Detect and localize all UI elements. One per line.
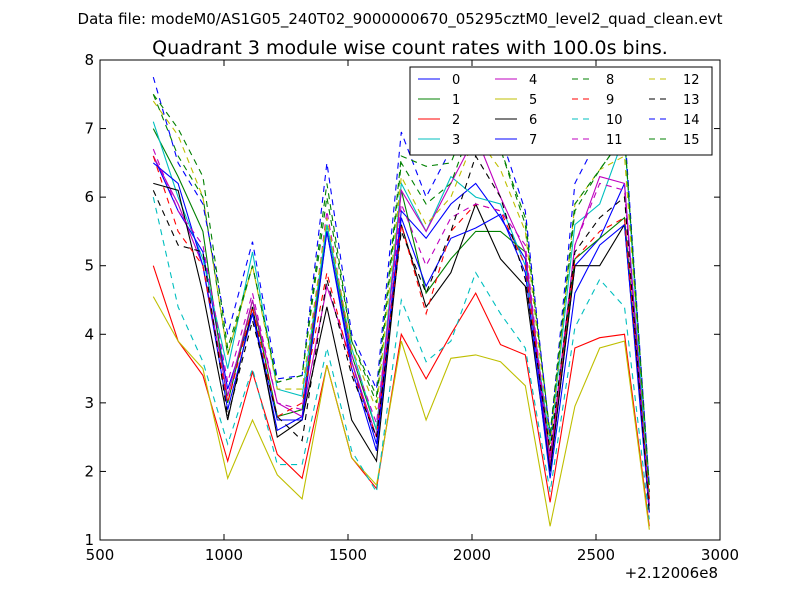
legend-label-12: 12 [683,73,700,88]
legend-label-0: 0 [452,73,460,88]
y-tick-label: 4 [84,325,94,343]
series-line-2 [152,265,650,527]
y-tick-label: 6 [84,188,94,206]
legend-label-1: 1 [452,93,460,108]
y-tick-label: 2 [84,462,94,480]
plot-border [99,59,721,541]
series-line-15 [152,93,650,493]
series-line-10 [152,196,650,520]
series-line-12 [152,100,650,493]
legend-label-6: 6 [529,113,537,128]
x-tick-label: 2500 [577,546,615,564]
legend-label-9: 9 [606,93,614,108]
x-tick-label: 2000 [453,546,491,564]
legend-label-3: 3 [452,133,460,148]
series-line-8 [152,94,650,486]
x-tick-label: 1500 [329,546,367,564]
legend-label-2: 2 [452,113,460,128]
legend-label-11: 11 [606,133,623,148]
series-line-13 [152,154,650,513]
x-tick-label: 1000 [205,546,243,564]
legend-label-7: 7 [529,133,537,148]
y-tick-label: 3 [84,394,94,412]
y-tick-label: 1 [84,531,94,549]
legend-label-15: 15 [683,133,700,148]
y-tick-label: 8 [84,51,94,69]
series-line-3 [152,121,650,506]
legend-label-4: 4 [529,73,537,88]
series-layer [152,76,650,530]
series-line-5 [152,296,650,530]
y-tick-label: 7 [84,120,94,138]
legend-label-10: 10 [606,113,623,128]
x-axis-offset-label: +2.12006e8 [625,564,718,582]
chart-suptitle: Data file: modeM0/AS1G05_240T02_90000006… [78,10,723,29]
legend-label-14: 14 [683,113,700,128]
legend-label-13: 13 [683,93,700,108]
x-tick-label: 500 [86,546,115,564]
series-line-7 [152,162,650,513]
series-line-14 [152,76,650,486]
legend-label-5: 5 [529,93,537,108]
y-tick-label: 5 [84,257,94,275]
series-line-6 [153,182,650,506]
legend-frame [409,66,713,156]
legend-label-8: 8 [606,73,614,88]
x-tick-label: 3000 [701,546,739,564]
series-line-11 [152,148,650,506]
chart-title: Quadrant 3 module wise count rates with … [152,37,668,59]
